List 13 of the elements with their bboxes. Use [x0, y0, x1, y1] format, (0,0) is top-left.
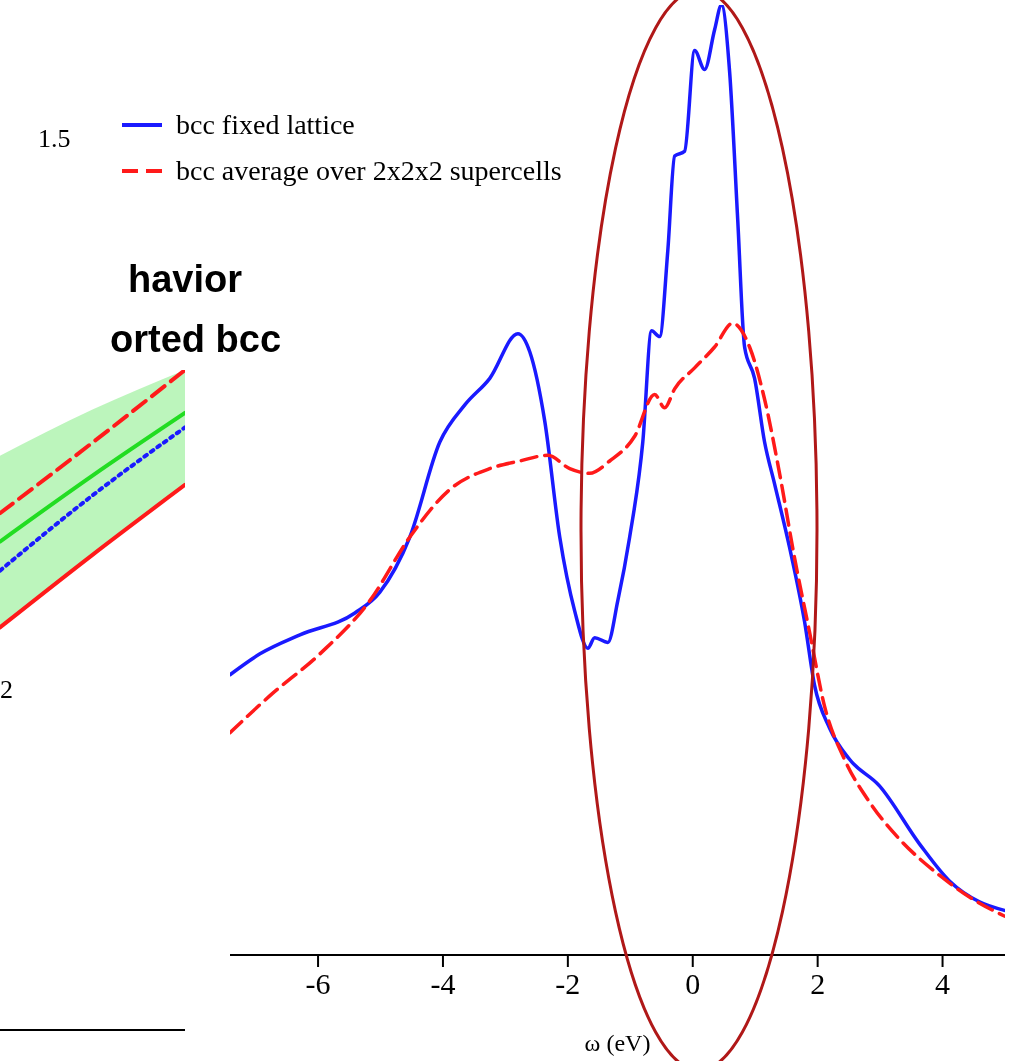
x-tick-label: 4	[935, 967, 951, 1001]
legend-label: bcc average over 2x2x2 supercells	[176, 154, 562, 188]
legend-label: bcc fixed lattice	[176, 108, 355, 142]
x-tick-label: 2	[810, 967, 826, 1001]
annotation: havior	[128, 258, 243, 301]
x-tick-label: 0	[685, 967, 701, 1001]
x-axis-title: ω (eV)	[584, 1030, 651, 1056]
annotation: orted bcc	[110, 318, 282, 361]
x-tick-label: -4	[430, 967, 456, 1001]
x-tick-label: -6	[305, 967, 331, 1001]
text: 1.5	[38, 124, 71, 154]
annotation: 2	[0, 675, 13, 705]
x-tick-label: -2	[555, 967, 581, 1001]
